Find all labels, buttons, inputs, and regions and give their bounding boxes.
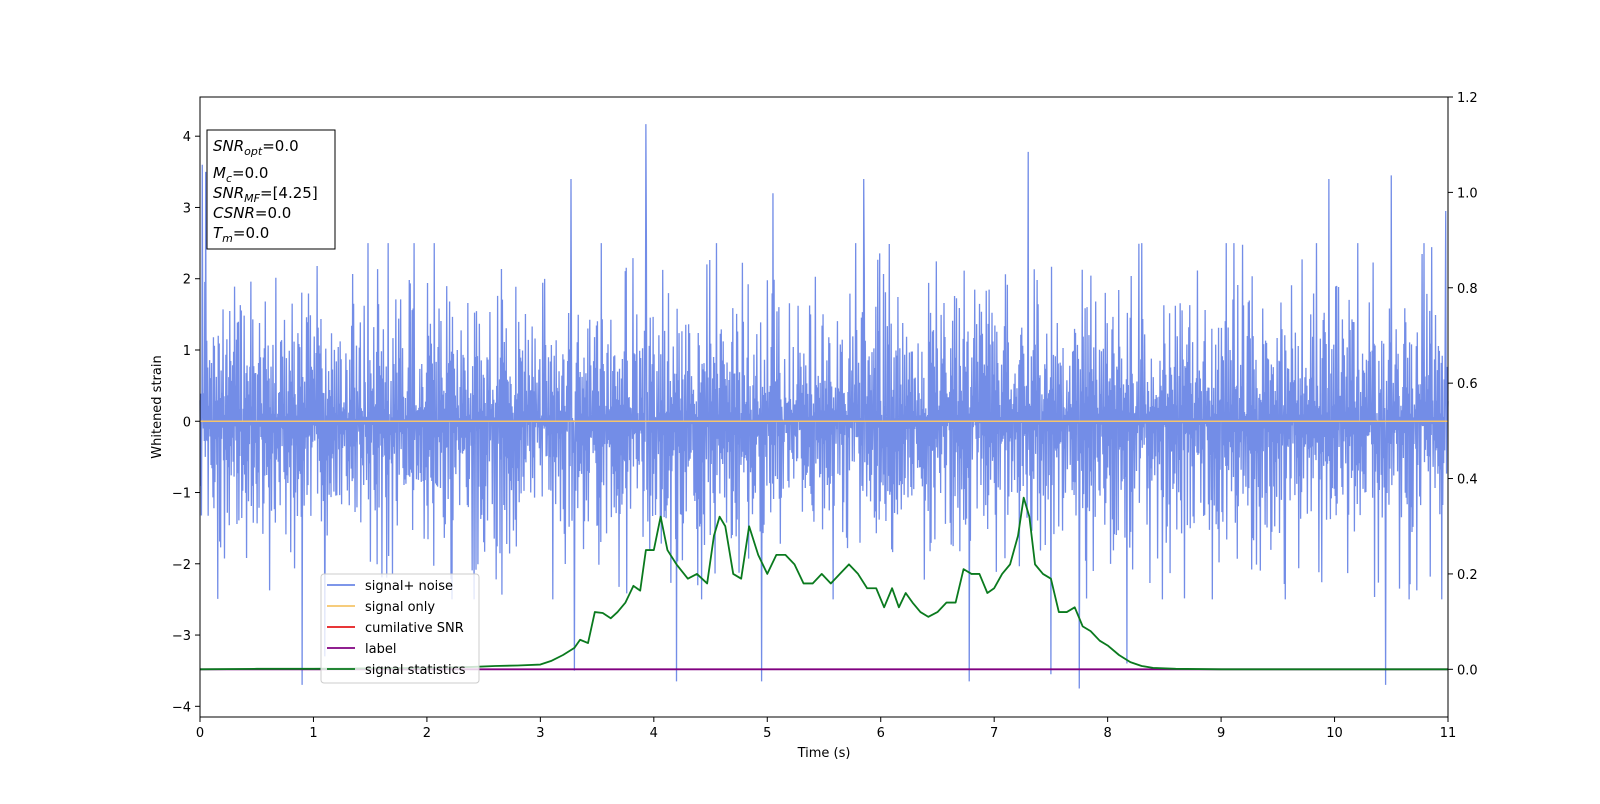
series-signal-statistics bbox=[199, 496, 1448, 671]
axes-frame bbox=[199, 96, 1449, 718]
y-tick-label-right: 1.0 bbox=[1457, 186, 1478, 201]
legend-label-signal-only: signal only bbox=[365, 600, 435, 615]
x-tick-label: 5 bbox=[763, 726, 771, 741]
info-line-snr-opt: SNRopt=0.0 bbox=[213, 137, 299, 158]
x-tick-label: 1 bbox=[309, 726, 317, 741]
x-tick-label: 8 bbox=[1103, 726, 1111, 741]
y-tick-label-right: 1.2 bbox=[1457, 91, 1478, 106]
axes: 0 1 2 3 4 5 6 7 8 9 10 11 −4 −3 −2 −1 0 1 2 3 4 0.0 0.2 0.4 0.6 0… bbox=[172, 91, 1478, 741]
legend: signal+ noise signal only cumilative SNR… bbox=[320, 573, 480, 684]
y-tick-label-left: 2 bbox=[183, 273, 191, 288]
x-tick-label: 9 bbox=[1217, 726, 1225, 741]
info-line-mc: Mc=0.0 bbox=[213, 164, 268, 185]
y-tick-label-right: 0.0 bbox=[1457, 663, 1478, 678]
x-tick-label: 4 bbox=[650, 726, 658, 741]
y-tick-label-left: 0 bbox=[183, 415, 191, 430]
y-tick-label-left: 3 bbox=[183, 201, 191, 216]
info-box: SNRopt=0.0 Mc=0.0 SNRMF=[4.25] CSNR=0.0 … bbox=[206, 129, 336, 250]
series-signal-noise bbox=[199, 124, 1449, 689]
x-tick-label: 6 bbox=[877, 726, 885, 741]
x-tick-label: 10 bbox=[1326, 726, 1343, 741]
info-line-csnr: CSNR=0.0 bbox=[213, 204, 291, 222]
info-line-snr-mf: SNRMF=[4.25] bbox=[213, 184, 318, 205]
x-tick-label: 3 bbox=[536, 726, 544, 741]
legend-label-signal-statistics: signal statistics bbox=[365, 663, 466, 678]
y-tick-label-left: −3 bbox=[172, 629, 191, 644]
x-axis-label: Time (s) bbox=[797, 746, 851, 761]
legend-frame bbox=[320, 573, 480, 684]
y-tick-label-left: −2 bbox=[172, 558, 191, 573]
y-tick-label-left: 4 bbox=[183, 130, 191, 145]
legend-label-signal-noise: signal+ noise bbox=[365, 579, 453, 594]
y-axis-label: Whitened strain bbox=[150, 355, 165, 458]
legend-label-cumulative-snr: cumilative SNR bbox=[365, 621, 464, 636]
y-tick-label-right: 0.6 bbox=[1457, 377, 1478, 392]
y-tick-label-right: 0.8 bbox=[1457, 282, 1478, 297]
y-tick-label-left: −4 bbox=[172, 700, 191, 715]
y-tick-label-right: 0.4 bbox=[1457, 473, 1478, 488]
info-line-tm: Tm=0.0 bbox=[213, 224, 269, 245]
x-tick-label: 2 bbox=[423, 726, 431, 741]
y-tick-label-left: −1 bbox=[172, 487, 191, 502]
y-tick-label-left: 1 bbox=[183, 344, 191, 359]
x-tick-label: 11 bbox=[1440, 726, 1457, 741]
x-tick-label: 7 bbox=[990, 726, 998, 741]
info-box-frame bbox=[206, 129, 336, 250]
y-tick-label-right: 0.2 bbox=[1457, 568, 1478, 583]
legend-label-label: label bbox=[365, 642, 396, 657]
x-tick-label: 0 bbox=[196, 726, 204, 741]
